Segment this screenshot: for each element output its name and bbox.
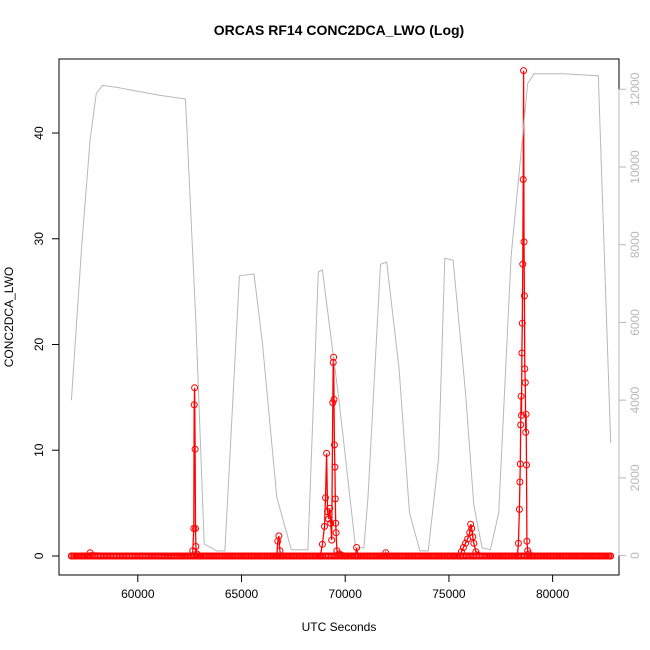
conc-point	[329, 359, 337, 366]
conc-point	[192, 543, 200, 550]
y-tick-label: 30	[32, 232, 46, 246]
conc-point	[455, 552, 463, 560]
conc-point	[472, 548, 480, 556]
conc-point	[330, 353, 338, 361]
conc-point	[323, 449, 331, 457]
x-tick-label: 60000	[121, 587, 155, 601]
conc-point	[519, 176, 527, 183]
conc-point	[322, 494, 329, 502]
conc-point	[520, 238, 528, 246]
conc-series-line	[71, 70, 611, 557]
plot-area-frame	[58, 58, 620, 576]
y2-tick-label: 0	[628, 552, 642, 559]
x-tick-label: 70000	[329, 587, 363, 601]
conc-point	[523, 461, 530, 469]
conc-point	[67, 552, 75, 560]
conc-point	[316, 552, 324, 560]
conc-point	[354, 552, 362, 560]
conc-point	[470, 539, 478, 547]
conc-point	[462, 539, 469, 547]
conc-point	[326, 504, 334, 512]
y2-tick-label: 6000	[628, 309, 642, 336]
conc-point	[514, 539, 522, 547]
conc-point	[520, 67, 528, 75]
y2-tick-label: 12000	[628, 72, 642, 106]
conc-point	[327, 519, 335, 527]
x-tick-label: 80000	[536, 587, 570, 601]
conc-point	[190, 401, 198, 409]
conc-point	[517, 421, 525, 429]
conc-point	[332, 519, 340, 527]
conc-point	[523, 537, 531, 545]
y2-tick-label: 10000	[628, 150, 642, 184]
conc-point	[459, 544, 467, 551]
y-tick-label: 40	[32, 126, 46, 140]
conc-point	[192, 525, 199, 532]
conc-point	[196, 552, 204, 560]
conc-point	[519, 260, 527, 268]
conc-point	[274, 537, 282, 545]
conc-point	[467, 520, 475, 528]
conc-point	[277, 552, 285, 560]
altitude-series-line	[70, 73, 612, 552]
conc-point	[521, 379, 529, 387]
conc-point	[328, 536, 336, 544]
chart-title: ORCAS RF14 CONC2DCA_LWO (Log)	[214, 22, 464, 38]
conc-point	[341, 552, 349, 560]
conc-point	[518, 319, 526, 327]
conc-point	[520, 292, 528, 300]
x-axis-label: UTC Seconds	[302, 620, 377, 634]
y2-tick-label: 4000	[628, 386, 642, 413]
y-tick-label: 0	[32, 552, 46, 559]
conc-point	[325, 515, 333, 523]
conc-point	[337, 551, 345, 559]
conc-point	[381, 552, 389, 560]
conc-point	[329, 399, 337, 407]
conc-point	[275, 532, 283, 540]
conc-point	[457, 548, 465, 556]
plot-layer	[67, 67, 615, 560]
conc-point	[331, 463, 339, 471]
conc-point	[513, 552, 521, 560]
conc-point	[352, 552, 360, 560]
conc-point	[517, 392, 525, 400]
conc-point	[522, 410, 530, 418]
conc-point	[332, 529, 340, 537]
y-axis-label: CONC2DCA_LWO	[2, 267, 16, 367]
conc-point	[273, 552, 281, 560]
conc-point	[607, 552, 615, 560]
conc-point	[321, 522, 328, 530]
conc-point	[330, 396, 338, 403]
y2-tick-label: 8000	[628, 231, 642, 258]
conc-point	[486, 552, 494, 560]
conc-point	[191, 445, 199, 453]
y-tick-label: 20	[32, 337, 46, 351]
x-tick-label: 75000	[432, 587, 466, 601]
y-tick-label: 10	[32, 443, 46, 457]
conc-point	[528, 552, 536, 560]
conc-point	[383, 552, 391, 560]
conc-point	[516, 478, 524, 486]
conc-point	[191, 384, 199, 392]
conc-point	[86, 549, 94, 557]
conc-point	[331, 495, 339, 503]
conc-point	[469, 533, 477, 541]
axes-layer: 60000 65000 70000 75000 80000 0 10 20 30 40 0 2000 4…	[32, 72, 642, 601]
conc-point	[382, 549, 390, 557]
conc-point	[515, 505, 523, 513]
conc-point	[353, 544, 361, 551]
conc-point	[468, 525, 476, 532]
conc-point	[524, 547, 532, 555]
x-tick-label: 65000	[225, 587, 259, 601]
conc-point	[276, 547, 284, 555]
conc-point	[318, 540, 326, 548]
conc-point	[518, 349, 526, 357]
conc-point	[522, 428, 530, 436]
conc-point	[330, 441, 338, 449]
conc-point	[518, 411, 525, 419]
conc-point	[521, 365, 529, 373]
y2-tick-label: 2000	[628, 464, 642, 491]
